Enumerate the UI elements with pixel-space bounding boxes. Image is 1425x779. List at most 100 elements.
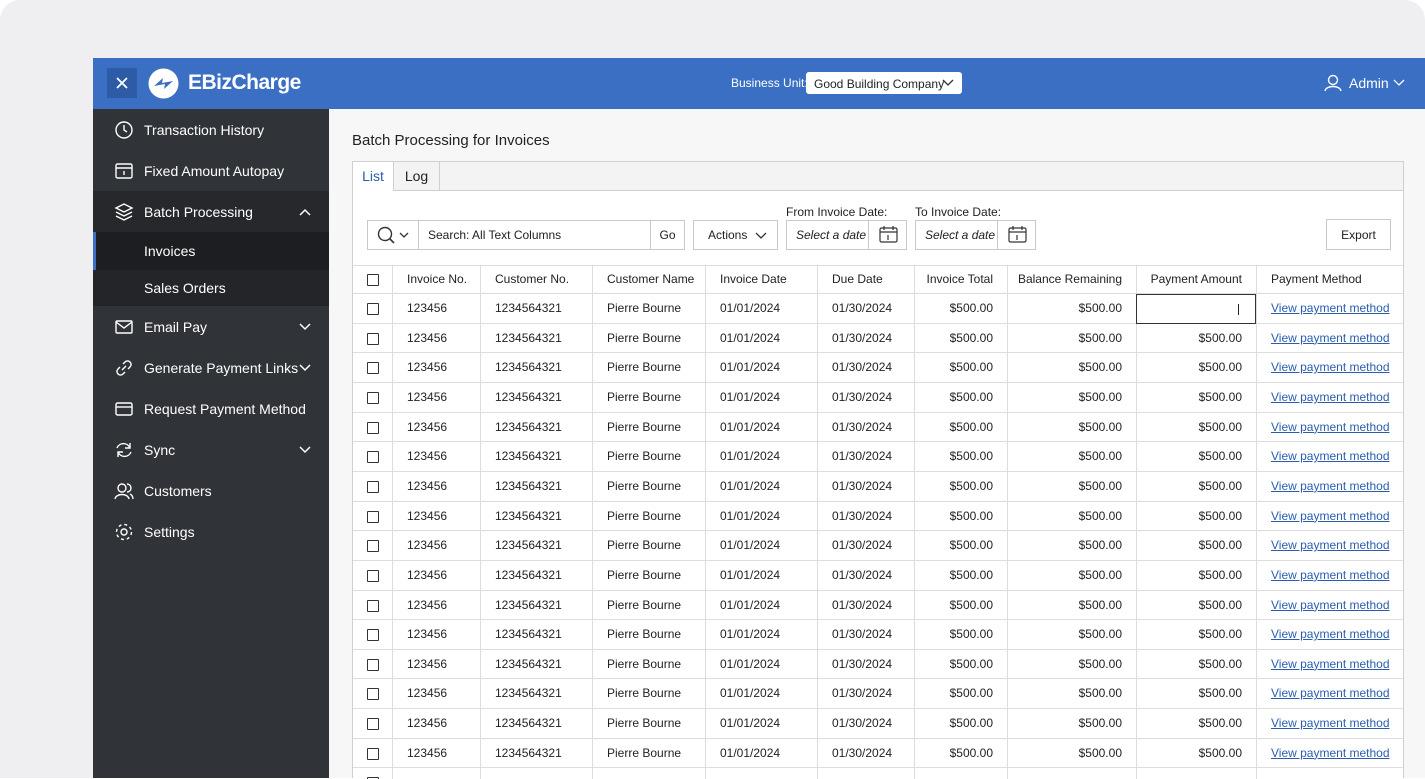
to-date-input[interactable]: Select a date <box>915 220 1036 250</box>
table-row: 123456 1234564321 Pierre Bourne 01/01/2024 0… <box>353 442 1403 472</box>
nav-subitem[interactable]: Invoices <box>93 232 329 270</box>
table-row: 123456 1234564321 Pierre Bourne 01/01/2024 0… <box>353 561 1403 591</box>
checkbox[interactable] <box>367 688 379 701</box>
checkbox[interactable] <box>367 599 379 612</box>
nav-item[interactable]: Generate Payment Links <box>93 347 329 388</box>
close-button[interactable] <box>107 68 137 98</box>
nav-item[interactable]: Settings <box>93 511 329 552</box>
nav-icon <box>115 320 133 334</box>
payment-method-link[interactable]: View payment method <box>1271 330 1390 345</box>
row-divider <box>353 589 1403 591</box>
checkbox[interactable] <box>367 391 379 404</box>
nav-label: Fixed Amount Autopay <box>144 162 285 179</box>
checkbox[interactable] <box>367 747 379 760</box>
checkbox[interactable] <box>367 451 379 464</box>
checkbox[interactable] <box>367 718 379 731</box>
tab-bar <box>353 162 1403 191</box>
nav-item[interactable]: Fixed Amount Autopay <box>93 150 329 191</box>
nav-item[interactable]: Request Payment Method <box>93 388 329 429</box>
payment-method-link[interactable]: View payment method <box>1271 389 1390 404</box>
row-divider <box>353 500 1403 502</box>
sidebar: Transaction History Fixed Amount Autopay B… <box>93 109 329 778</box>
payment-method-link[interactable]: View payment method <box>1271 449 1390 464</box>
nav-subitem[interactable]: Sales Orders <box>93 270 329 306</box>
table-cell: $500.00 <box>1198 389 1242 404</box>
checkbox[interactable] <box>367 540 379 553</box>
checkbox[interactable] <box>367 629 379 642</box>
checkbox[interactable] <box>367 658 379 671</box>
payment-method-link[interactable]: View payment method <box>1271 627 1390 642</box>
table-cell: 1234564321 <box>495 419 562 434</box>
nav-item[interactable]: Transaction History <box>93 109 329 150</box>
table-row: 123456 1234564321 Pierre Bourne 01/01/2024 0… <box>353 620 1403 650</box>
chevron <box>299 445 311 453</box>
payment-method-link[interactable]: View payment method <box>1271 538 1390 553</box>
payment-method-link[interactable]: View payment method <box>1271 597 1390 612</box>
table-cell: 1234564321 <box>495 656 562 671</box>
table-cell: $500.00 <box>1078 360 1122 375</box>
actions-button[interactable]: Actions <box>693 220 778 250</box>
payment-method-link[interactable]: View payment method <box>1271 301 1390 315</box>
table-cell: $500.00 <box>1198 597 1242 612</box>
row-divider <box>353 411 1403 413</box>
table-row: 123456 1234564321 Pierre Bourne 01/01/2024 0… <box>353 591 1403 621</box>
payment-method-link[interactable]: View payment method <box>1271 567 1390 582</box>
table-cell: 123456 <box>407 449 448 464</box>
checkbox[interactable] <box>367 362 379 375</box>
column-header: Due Date <box>832 272 883 286</box>
payment-method-link[interactable]: View payment method <box>1271 478 1390 493</box>
checkbox[interactable] <box>367 274 379 286</box>
table-cell: $500.00 <box>949 301 993 315</box>
search-input[interactable]: Search: All Text Columns <box>418 220 651 250</box>
payment-method-link[interactable]: View payment method <box>1271 508 1390 523</box>
table-cell: $500.00 <box>949 538 993 553</box>
payment-method-link[interactable]: View payment method <box>1271 656 1390 671</box>
table-cell: 01/01/2024 <box>720 330 781 345</box>
column-header: Payment Method <box>1271 272 1362 286</box>
search-button[interactable] <box>367 220 419 250</box>
user-icon <box>1324 74 1342 92</box>
logo-icon <box>148 68 179 99</box>
table-cell: 01/30/2024 <box>832 508 893 523</box>
payment-method-link[interactable]: View payment method <box>1271 745 1390 760</box>
calendar-button[interactable] <box>997 220 1037 250</box>
nav-icon <box>114 203 134 221</box>
checkbox[interactable] <box>367 303 379 315</box>
payment-amount-input[interactable] <box>1136 294 1256 324</box>
nav-item[interactable]: Email Pay <box>93 306 329 347</box>
table-cell: 123456 <box>407 389 448 404</box>
payment-method-link[interactable]: View payment method <box>1271 360 1390 375</box>
nav-item[interactable]: Customers <box>93 470 329 511</box>
nav-item[interactable]: Sync <box>93 429 329 470</box>
table-cell: 01/30/2024 <box>832 360 893 375</box>
table-cell: Pierre Bourne <box>607 538 682 553</box>
user-name[interactable]: Admin <box>1349 75 1389 91</box>
content: Batch Processing for Invoices Search: Al… <box>329 109 1425 779</box>
payment-method-link[interactable]: View payment method <box>1271 686 1390 701</box>
checkbox[interactable] <box>367 569 379 582</box>
table-row: 123456 1234564321 Pierre Bourne 01/01/2024 0… <box>353 353 1403 383</box>
payment-method-link[interactable]: View payment method <box>1271 419 1390 434</box>
checkbox[interactable] <box>367 480 379 493</box>
tab[interactable]: List <box>353 162 394 191</box>
column-header: Invoice No. <box>407 272 468 286</box>
business-unit-select[interactable]: Good Building Company <box>806 72 962 94</box>
payment-method-link[interactable]: View payment method <box>1271 716 1390 731</box>
table-cell: $500.00 <box>1198 716 1242 731</box>
table-cell: Pierre Bourne <box>607 745 682 760</box>
table-cell: $500.00 <box>1198 449 1242 464</box>
from-date-input[interactable]: Select a date <box>786 220 907 250</box>
checkbox[interactable] <box>367 510 379 523</box>
go-button[interactable]: Go <box>650 220 685 250</box>
calendar-button[interactable] <box>868 220 908 250</box>
checkbox[interactable] <box>367 332 379 345</box>
checkbox[interactable] <box>367 421 379 434</box>
calendar-icon <box>1008 226 1027 243</box>
tab[interactable]: Log <box>394 162 440 190</box>
to-date-placeholder: Select a date <box>925 228 996 242</box>
nav-item[interactable]: Batch Processing <box>93 191 329 232</box>
table-row: 123456 1234564321 Pierre Bourne 01/01/2024 0… <box>353 324 1403 354</box>
export-button[interactable]: Export <box>1326 219 1391 250</box>
table-row: 123456 1234564321 Pierre Bourne 01/01/2024 0… <box>353 294 1403 324</box>
nav-sublabel: Sales Orders <box>144 280 226 296</box>
